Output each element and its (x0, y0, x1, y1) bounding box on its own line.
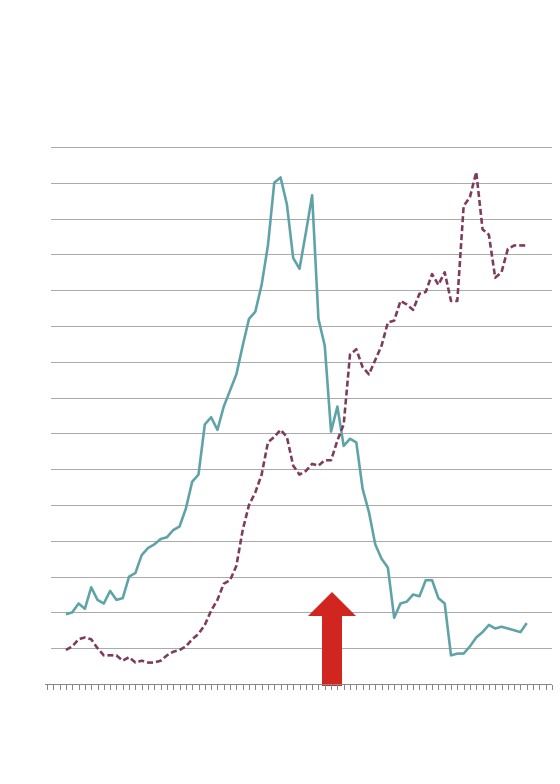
lines (65, 170, 528, 664)
arrow (308, 592, 356, 686)
grid (51, 147, 552, 649)
series-line (65, 176, 528, 657)
series-line (65, 170, 527, 664)
